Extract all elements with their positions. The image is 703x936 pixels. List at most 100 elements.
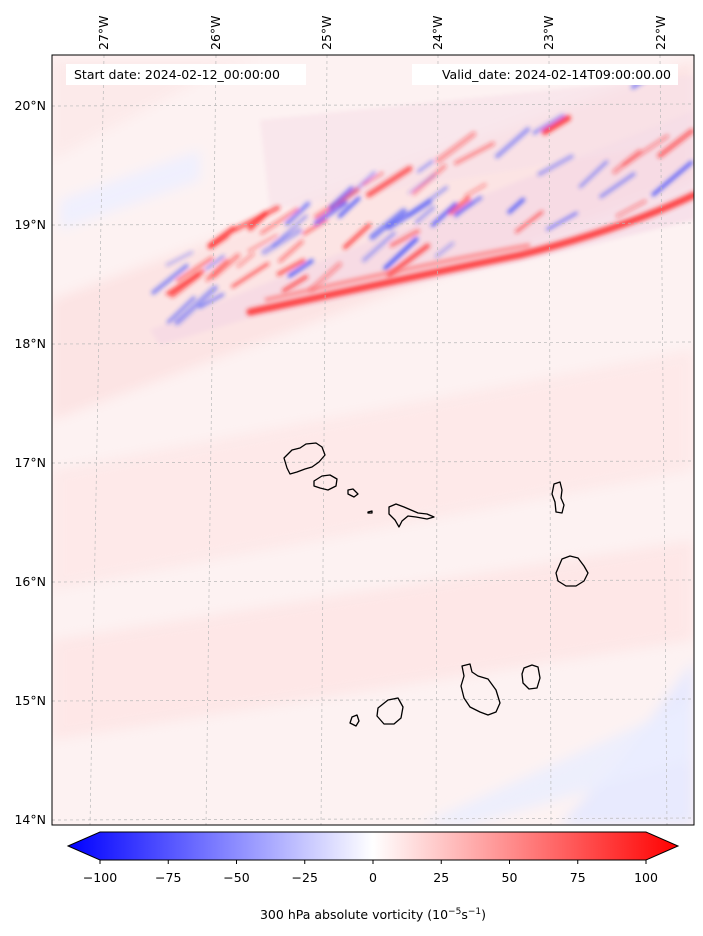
valid-date-box <box>412 64 678 85</box>
map-frame <box>51 54 695 826</box>
negative-vorticity-streak <box>417 160 434 173</box>
negative-vorticity-streak <box>284 201 311 226</box>
negative-vorticity-streak <box>261 227 303 255</box>
lon-label-25w: 25°W <box>319 15 334 50</box>
positive-vorticity-streak <box>541 115 571 135</box>
positive-vorticity-streak <box>622 134 670 167</box>
negative-vorticity-streak <box>495 127 531 159</box>
island-brava <box>349 714 360 727</box>
negative-vorticity-streak <box>532 113 565 135</box>
island-santiago <box>460 663 501 716</box>
positive-vorticity-streak <box>205 258 229 282</box>
vorticity-band <box>150 75 694 345</box>
island-santo-antao <box>283 442 326 475</box>
lat-label-18n: 18°N <box>14 336 46 351</box>
positive-vorticity-streak <box>278 239 304 263</box>
negative-vorticity-streak <box>313 200 348 226</box>
lat-label-19n: 19°N <box>14 217 46 232</box>
negative-vorticity-streak <box>578 160 609 188</box>
positive-vorticity-streak <box>276 258 306 276</box>
start-date-box <box>66 64 306 85</box>
colorbar-tick-label: −100 <box>83 870 117 885</box>
negative-vorticity-streak <box>414 205 436 224</box>
negative-vorticity-streak <box>151 263 189 295</box>
negative-vorticity-streak <box>165 251 193 267</box>
negative-vorticity-streak <box>272 214 308 247</box>
negative-vorticity-streak <box>435 242 455 258</box>
positive-vorticity-streak <box>389 229 421 248</box>
colorbar-ticks: −100 −75 −50 −25 0 25 50 75 100 <box>83 860 658 885</box>
colorbar-tick-label: 50 <box>502 870 518 885</box>
colorbar-tick-label: 0 <box>369 870 377 885</box>
colorbar-label: 300 hPa absolute vorticity (10−5s−1) <box>260 907 486 922</box>
negative-vorticity-streak <box>454 200 474 218</box>
positive-vorticity-streak <box>657 128 694 159</box>
positive-vorticity-streak <box>282 275 308 293</box>
positive-vorticity-streak <box>448 196 471 216</box>
colorbar: −100 −75 −50 −25 0 25 50 75 100 300 hPa absolute… <box>66 831 680 922</box>
positive-vorticity-streak <box>231 262 270 288</box>
negative-vorticity-streak <box>599 172 636 199</box>
valid-date-label: Valid_date: 2024-02-14T09:00:00.00 <box>442 67 671 82</box>
positive-vorticity-streak <box>615 199 647 218</box>
negative-vorticity-streak <box>167 296 196 324</box>
longitude-labels: 27°W 26°W 25°W 24°W 23°W 22°W <box>96 15 668 50</box>
colorbar-body <box>66 831 680 861</box>
negative-vorticity-streak <box>383 237 419 271</box>
positive-vorticity-streak <box>515 210 544 233</box>
island-branco <box>367 510 373 514</box>
island-maio <box>521 664 541 690</box>
lat-label-16n: 16°N <box>14 574 46 589</box>
negative-vorticity-streak <box>651 160 694 197</box>
negative-vorticity-streak <box>546 211 578 231</box>
lon-label-23w: 23°W <box>541 15 556 50</box>
lon-label-22w: 22°W <box>653 15 668 50</box>
island-sao-nicolau <box>388 503 435 528</box>
negative-vorticity-streak <box>198 293 225 309</box>
positive-vorticity-streak <box>165 269 205 296</box>
lat-label-17n: 17°N <box>14 455 46 470</box>
negative-vorticity-streak <box>430 202 458 227</box>
negative-vorticity-streak <box>328 186 354 210</box>
positive-vorticity-streak <box>343 223 372 250</box>
lon-label-26w: 26°W <box>208 15 223 50</box>
map-panel <box>52 55 694 825</box>
positive-vorticity-streak <box>233 205 281 232</box>
island-boa-vista <box>555 555 589 587</box>
colorbar-tick-label: −25 <box>292 870 318 885</box>
island-santa-luzia <box>347 488 359 498</box>
positive-vorticity-streak <box>236 252 255 268</box>
positive-vorticity-streak <box>210 253 241 279</box>
positive-vorticity-streak <box>302 218 328 236</box>
vorticity-band-edge <box>246 191 694 316</box>
lon-label-27w: 27°W <box>96 15 111 50</box>
negative-vorticity-streak <box>408 173 437 194</box>
positive-vorticity-streak <box>365 165 413 198</box>
negative-vorticity-streak <box>386 199 433 231</box>
positive-vorticity-streak <box>175 256 214 283</box>
negative-vorticity-streak <box>362 231 396 263</box>
positive-vorticity-streak <box>362 172 384 186</box>
negative-vorticity-streak <box>287 259 314 278</box>
start-date-label: Start date: 2024-02-12_00:00:00 <box>74 67 280 82</box>
colorbar-tick-label: −75 <box>155 870 181 885</box>
positive-vorticity-streak <box>435 131 477 164</box>
colorbar-tick-label: 25 <box>433 870 449 885</box>
latitude-labels: 20°N 19°N 18°N 17°N 16°N 15°N 14°N <box>14 98 46 827</box>
negative-vorticity-streak <box>507 197 526 215</box>
colorbar-tick-label: 75 <box>570 870 586 885</box>
colorbar-tick-label: −50 <box>223 870 249 885</box>
coastlines <box>283 442 589 727</box>
positive-vorticity-streak <box>208 234 230 249</box>
lon-label-24w: 24°W <box>430 15 445 50</box>
lat-label-20n: 20°N <box>14 98 46 113</box>
negative-vorticity-streak <box>537 154 574 176</box>
island-sal <box>551 481 565 514</box>
lat-label-15n: 15°N <box>14 693 46 708</box>
graticule <box>52 55 694 825</box>
colorbar-tick-label: 100 <box>634 870 658 885</box>
positive-vorticity-streak <box>454 141 495 165</box>
positive-vorticity-streak <box>260 207 299 235</box>
negative-vorticity-streak <box>337 196 361 219</box>
